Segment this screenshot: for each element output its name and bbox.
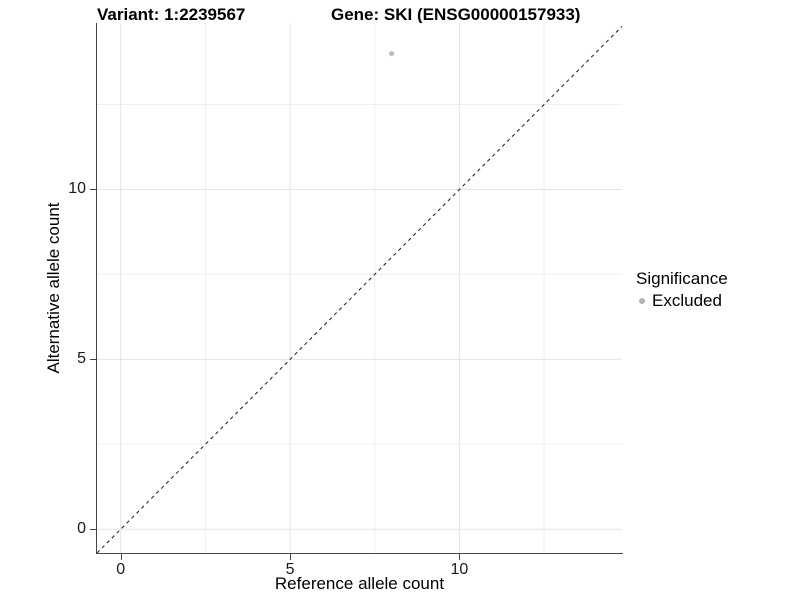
x-tick-label: 5	[285, 561, 295, 578]
variant-title: Variant: 1:2239567	[97, 5, 246, 24]
y-tick-mark	[90, 359, 96, 361]
y-axis-line	[96, 23, 97, 554]
x-tick-mark	[459, 554, 461, 560]
identity-reference-line	[97, 26, 622, 553]
legend-title: Significance	[636, 269, 728, 288]
x-tick-label: 10	[450, 561, 469, 578]
legend-items: Excluded	[636, 291, 728, 311]
plot-panel	[97, 23, 622, 553]
plot-canvas	[97, 23, 622, 553]
y-tick-mark	[90, 529, 96, 531]
y-tick-mark	[90, 189, 96, 191]
x-tick-mark	[290, 554, 292, 560]
gene-title: Gene: SKI (ENSG00000157933)	[331, 5, 581, 24]
y-tick-label: 0	[77, 520, 86, 538]
x-tick-mark	[120, 554, 122, 560]
y-tick-label: 5	[77, 350, 86, 368]
data-point	[389, 50, 395, 57]
y-tick-label: 10	[68, 180, 86, 198]
x-axis-title: Reference allele count	[274, 574, 445, 593]
y-axis-title: Alternative allele count	[44, 202, 63, 374]
legend-item: Excluded	[636, 291, 728, 311]
legend: Significance Excluded	[636, 269, 728, 311]
x-tick-label: 0	[116, 561, 126, 578]
legend-key-dot-icon	[639, 298, 645, 304]
x-axis-line	[96, 553, 623, 554]
legend-item-label: Excluded	[652, 291, 722, 310]
